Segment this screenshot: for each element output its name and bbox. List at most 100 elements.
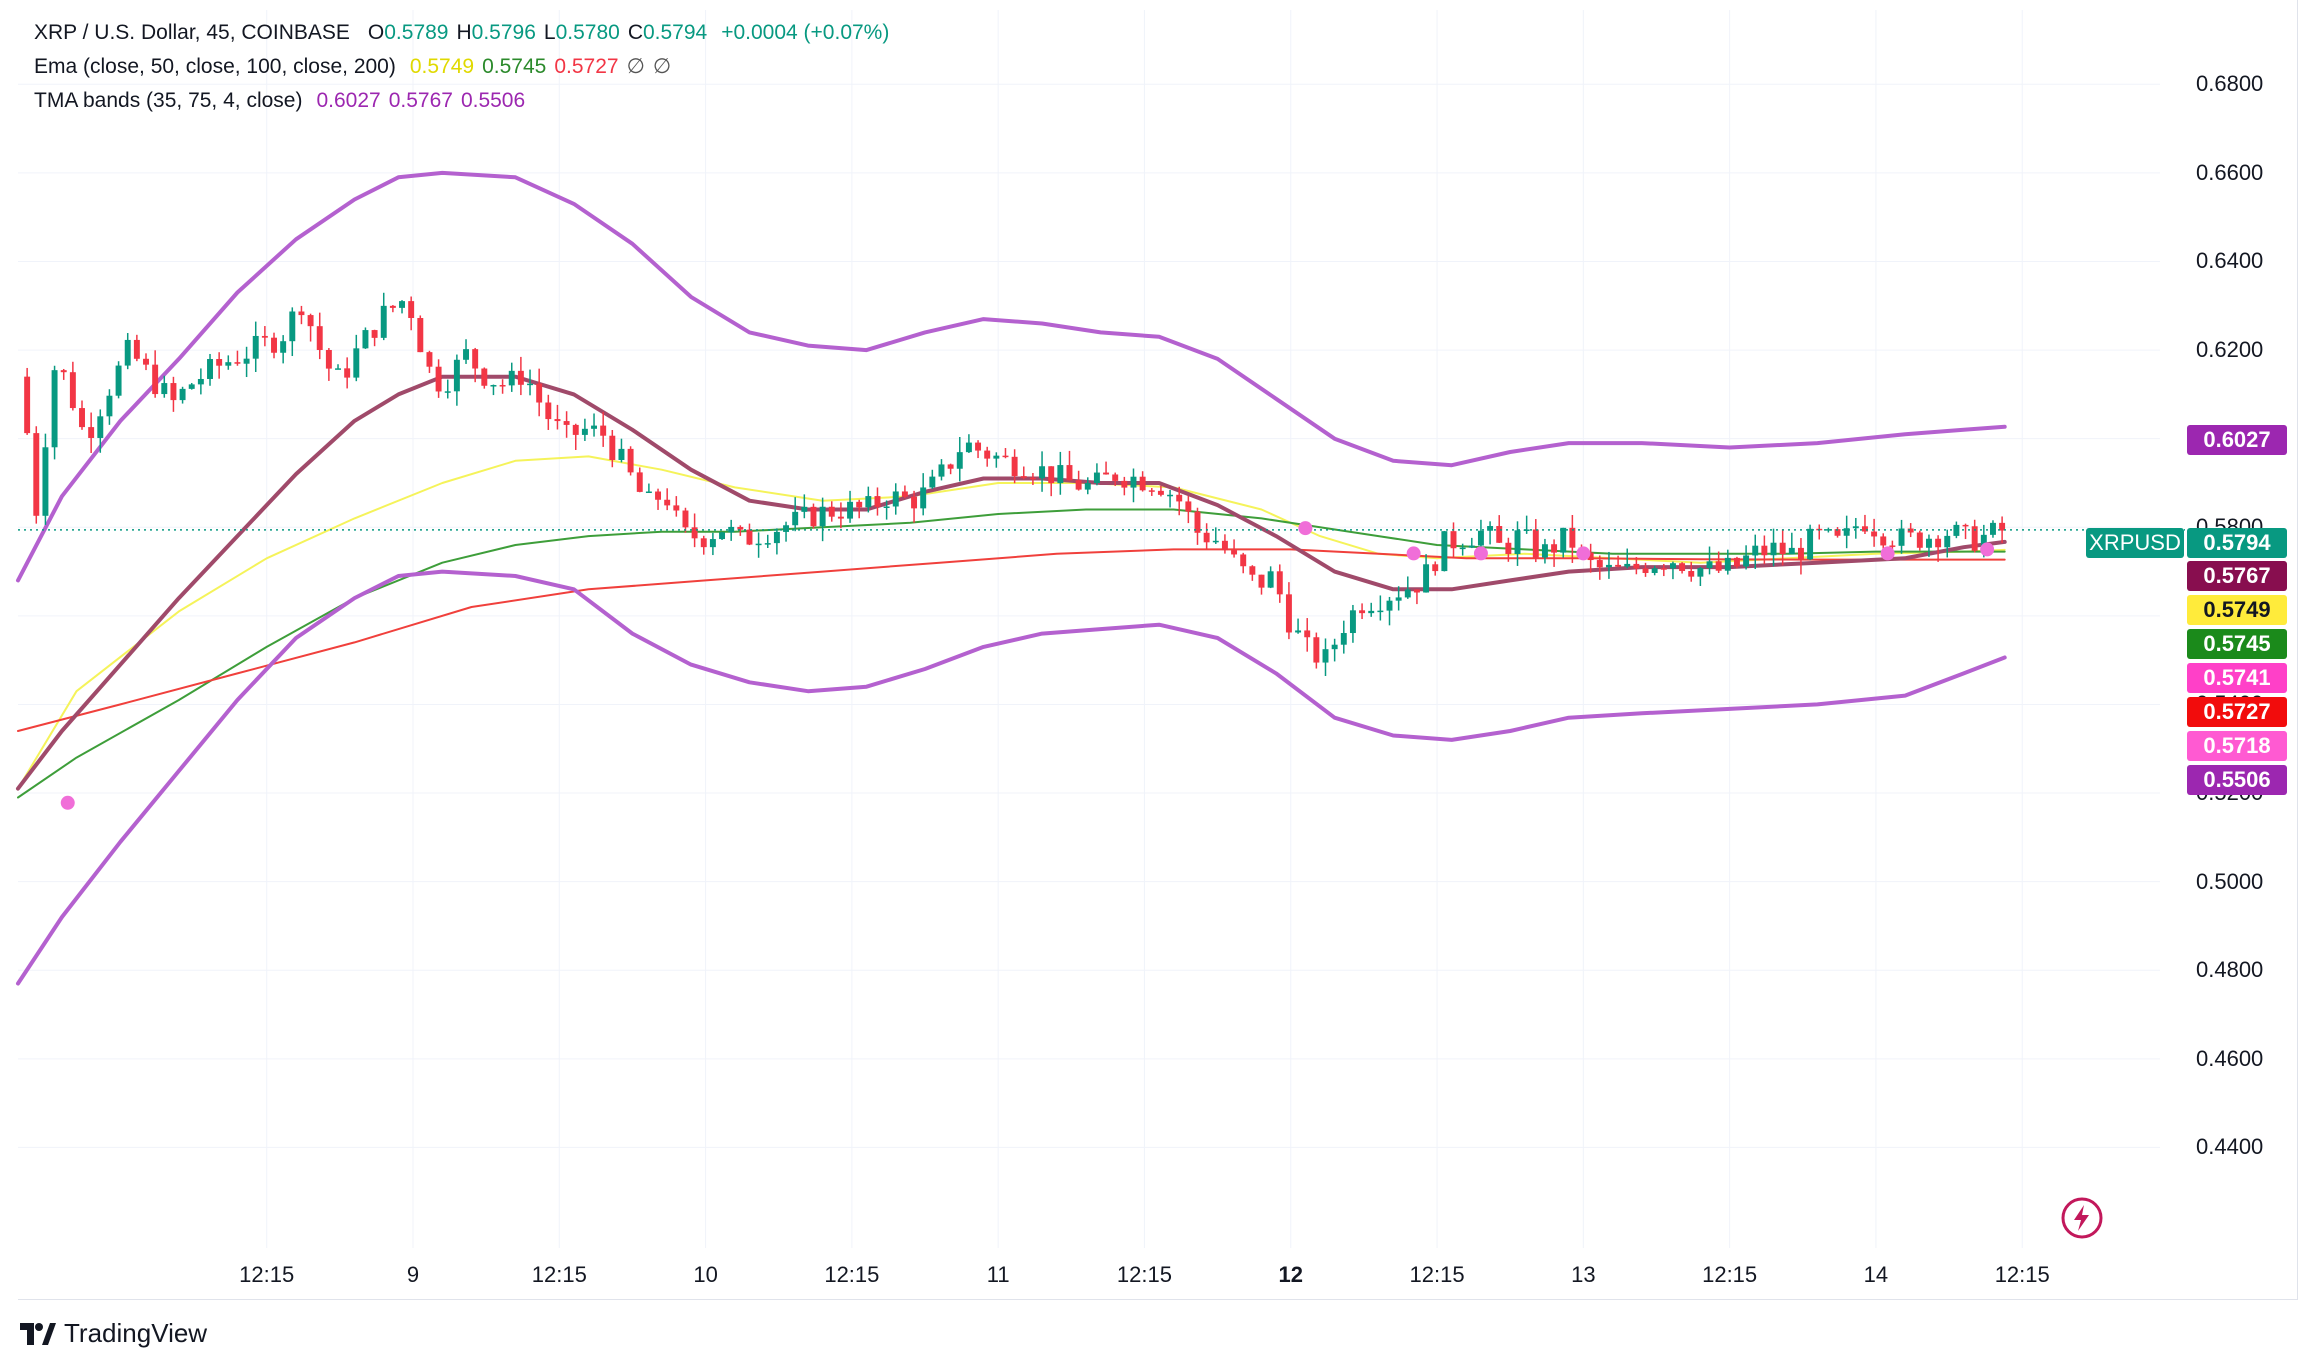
legend-tma-label[interactable]: TMA bands (35, 75, 4, close) (34, 89, 303, 112)
candle-body (1157, 490, 1164, 495)
candle-body (161, 383, 168, 395)
candle-body (1121, 480, 1128, 488)
candle-body (1002, 455, 1009, 458)
candle-body (453, 359, 460, 392)
candle-body (1642, 568, 1649, 573)
badge-tma-lower: 0.5506 (2187, 765, 2287, 795)
candle-body (216, 359, 223, 366)
candle-body (1368, 610, 1375, 614)
candle-body (1258, 574, 1265, 588)
candle-body (124, 339, 131, 366)
candle-body (1834, 529, 1841, 536)
candle-body (1907, 528, 1914, 533)
candle-body (1999, 522, 2006, 531)
candle-body (1605, 564, 1612, 568)
candle-body (1331, 644, 1338, 650)
legend-ohlc-row: XRP / U.S. Dollar, 45, COINBASE O0.5789 … (34, 16, 889, 50)
candle-body (1167, 494, 1174, 497)
candle-body (856, 501, 863, 508)
candle-body (636, 472, 643, 492)
candle-body (1313, 637, 1320, 663)
legend-tma-lower-value: 0.5506 (460, 89, 526, 112)
candle-body (1075, 480, 1082, 490)
candle-body (106, 395, 113, 417)
candle-body (115, 365, 122, 396)
candle-body (362, 330, 369, 349)
candle-body (1743, 555, 1750, 567)
candle-body (801, 506, 808, 512)
candle-body (600, 425, 607, 436)
candle-body (947, 464, 954, 469)
y-tick-label: 0.5000 (2196, 868, 2264, 894)
badge-marker-high: 0.5741 (2187, 663, 2287, 693)
badge-tma-mid: 0.5767 (2187, 561, 2287, 591)
candle-body (956, 452, 963, 469)
badge-tma-upper: 0.6027 (2187, 425, 2287, 455)
candle-body (1285, 594, 1292, 633)
tradingview-logo[interactable]: TradingView (20, 1318, 207, 1349)
signal-marker (1880, 546, 1895, 561)
candle-body (911, 496, 918, 509)
x-tick-label: 14 (1863, 1262, 1889, 1287)
candle-body (1898, 528, 1905, 546)
candle-body (1039, 466, 1046, 479)
candle-body (664, 499, 671, 506)
candle-body (764, 543, 771, 545)
candle-body (389, 305, 396, 308)
candle-body (682, 510, 689, 528)
candle-body (591, 425, 598, 429)
candle-body (1066, 465, 1073, 481)
candle-body (69, 372, 76, 409)
candle-body (1240, 554, 1247, 567)
candle-body (1477, 530, 1484, 546)
badge-marker-low: 0.5718 (2187, 731, 2287, 761)
legend-ema50-value: 0.5749 (409, 55, 475, 78)
candle-body (1048, 466, 1055, 484)
candle-body (1861, 526, 1868, 532)
candle-body (490, 385, 497, 387)
legend-ema-label[interactable]: Ema (close, 50, close, 100, close, 200) (34, 55, 396, 78)
candle-body (353, 348, 360, 378)
lightning-icon[interactable] (2060, 1196, 2104, 1240)
legend-low-value: 0.5780 (555, 21, 620, 44)
signal-marker (1980, 542, 1995, 557)
candle-body (307, 315, 314, 327)
candle-body (1139, 476, 1146, 491)
legend-symbol[interactable]: XRP / U.S. Dollar, 45, COINBASE (34, 21, 350, 44)
y-tick-label: 0.4400 (2196, 1134, 2264, 1160)
y-tick-label: 0.6400 (2196, 248, 2264, 274)
candle-body (1295, 630, 1302, 633)
x-tick-label: 13 (1571, 1262, 1596, 1287)
legend: XRP / U.S. Dollar, 45, COINBASE O0.5789 … (34, 16, 889, 118)
candle-body (1185, 501, 1192, 512)
candle-body (1651, 568, 1658, 573)
badge-ema50: 0.5749 (2187, 595, 2287, 625)
candle-body (1231, 550, 1238, 555)
candle-body (1029, 477, 1036, 480)
candle-body (133, 339, 140, 359)
chart-frame (18, 0, 2298, 1300)
candle-body (261, 335, 268, 338)
candle-body (1496, 526, 1503, 543)
candle-body (536, 383, 543, 403)
candle-body (1130, 476, 1137, 488)
candle-body (1935, 538, 1942, 548)
candle-body (901, 491, 908, 497)
legend-ema100-value: 0.5745 (482, 55, 547, 78)
candle-body (481, 368, 488, 386)
candle-body (344, 368, 351, 378)
candle-body (1523, 529, 1530, 531)
candle-body (88, 427, 95, 438)
x-tick-label: 12:15 (824, 1262, 880, 1287)
candle-body (837, 516, 844, 519)
tradingview-logo-text: TradingView (64, 1318, 208, 1348)
candle-body (1413, 589, 1420, 593)
x-tick-label: 12:15 (239, 1262, 295, 1287)
legend-close-label: C (627, 21, 643, 44)
candle-body (1944, 535, 1951, 548)
candle-body (618, 448, 625, 460)
candle-body (1733, 557, 1740, 567)
candle-body (1212, 540, 1219, 543)
candle-body (1916, 532, 1923, 548)
